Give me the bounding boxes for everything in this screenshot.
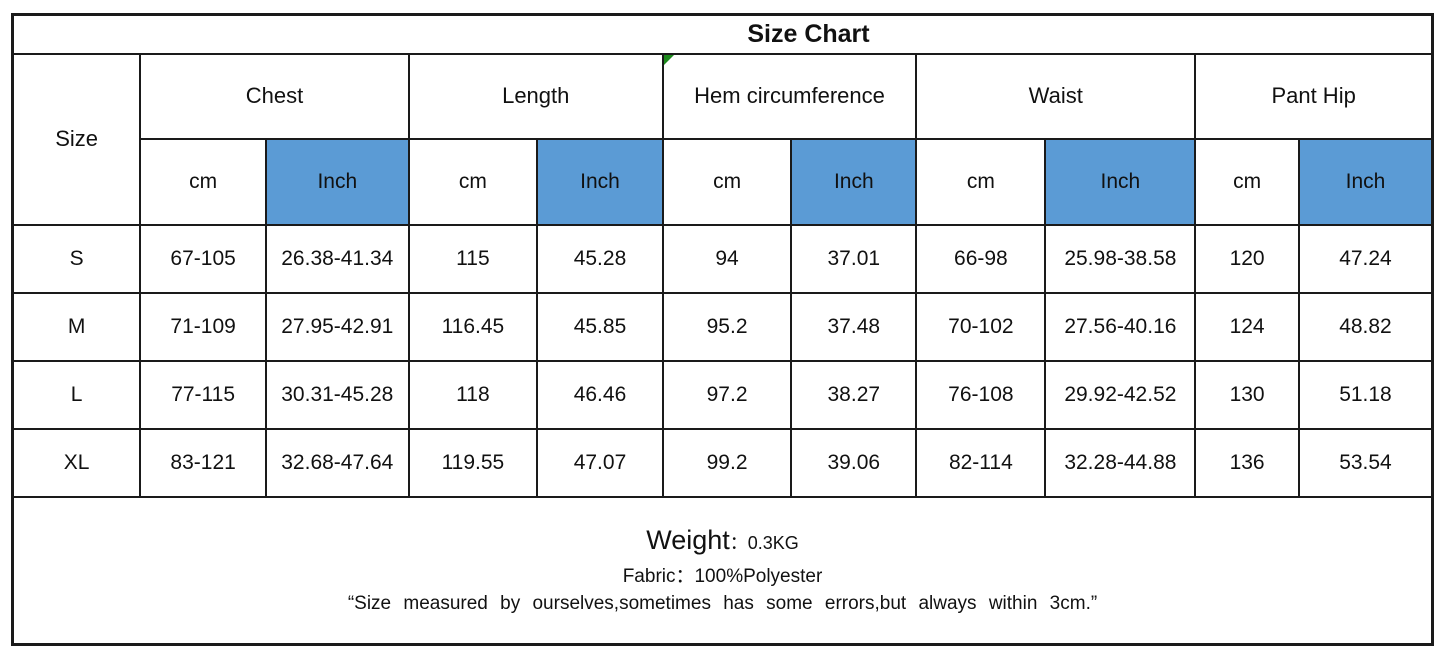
cell-pant-hip-inch: 53.54 — [1297, 427, 1434, 498]
cell-length-inch: 47.07 — [536, 427, 664, 498]
cell-waist-inch: 29.92-42.52 — [1044, 359, 1197, 430]
table-row-xl: XL 83-121 32.68-47.64 119.55 47.07 99.2 … — [11, 427, 1434, 498]
cell-waist-cm: 76-108 — [915, 359, 1047, 430]
cell-length-cm: 115 — [407, 223, 539, 294]
header-unit-row: cm Inch cm Inch cm Inch cm Inch cm Inch — [13, 137, 1434, 226]
column-header-pant-hip: Pant Hip — [1194, 52, 1434, 140]
footer-row: Weight：0.3KG Fabric：100%Polyester “Size … — [11, 495, 1434, 646]
cell-waist-inch: 27.56-40.16 — [1044, 291, 1197, 362]
unit-header-pant-hip-cm: cm — [1194, 137, 1300, 226]
cell-waist-cm: 82-114 — [915, 427, 1047, 498]
cell-length-cm: 119.55 — [407, 427, 539, 498]
cell-hem-cm: 95.2 — [661, 291, 793, 362]
page-title: Size Chart — [11, 13, 1434, 55]
cell-chest-inch: 27.95-42.91 — [264, 291, 410, 362]
cell-waist-inch: 32.28-44.88 — [1044, 427, 1197, 498]
unit-header-pant-hip-inch: Inch — [1297, 137, 1434, 226]
column-header-waist: Waist — [915, 52, 1197, 140]
weight-label: Weight — [646, 525, 730, 556]
weight-value: ：0.3KG — [729, 533, 799, 554]
size-label: M — [11, 291, 142, 362]
cell-pant-hip-cm: 136 — [1194, 427, 1300, 498]
cell-chest-cm: 71-109 — [139, 291, 267, 362]
cell-chest-cm: 77-115 — [139, 359, 267, 430]
cell-chest-inch: 26.38-41.34 — [264, 223, 410, 294]
weight-line: Weight：0.3KG — [646, 525, 799, 556]
cell-length-inch: 45.28 — [536, 223, 664, 294]
cell-pant-hip-inch: 47.24 — [1297, 223, 1434, 294]
title-row: Size Chart — [11, 13, 1434, 55]
cell-pant-hip-cm: 124 — [1194, 291, 1300, 362]
column-header-hem-label: Hem circumference — [694, 83, 885, 108]
cell-hem-cm: 99.2 — [661, 427, 793, 498]
size-label: XL — [11, 427, 142, 498]
column-header-size: Size — [11, 52, 142, 226]
unit-header-chest-cm: cm — [139, 137, 267, 226]
cell-length-inch: 45.85 — [536, 291, 664, 362]
cell-length-cm: 118 — [407, 359, 539, 430]
cell-hem-cm: 97.2 — [661, 359, 793, 430]
cell-chest-cm: 67-105 — [139, 223, 267, 294]
unit-header-waist-inch: Inch — [1044, 137, 1197, 226]
cell-pant-hip-inch: 51.18 — [1297, 359, 1434, 430]
cell-waist-cm: 66-98 — [915, 223, 1047, 294]
cell-length-cm: 116.45 — [407, 291, 539, 362]
cell-hem-inch: 39.06 — [790, 427, 918, 498]
size-label: L — [11, 359, 142, 430]
footer-cell: Weight：0.3KG Fabric：100%Polyester “Size … — [11, 495, 1434, 646]
column-header-hem-circumference: Hem circumference — [661, 52, 918, 140]
unit-header-hem-cm: cm — [661, 137, 793, 226]
measurement-note: “Size measured by ourselves,sometimes ha… — [347, 593, 1098, 615]
column-header-chest: Chest — [139, 52, 410, 140]
table-row-s: S 67-105 26.38-41.34 115 45.28 94 37.01 … — [11, 223, 1434, 294]
size-label: S — [11, 223, 142, 294]
header-group-row: Size Chest Length Hem circumference Wais… — [11, 52, 1434, 226]
cell-waist-inch: 25.98-38.58 — [1044, 223, 1197, 294]
unit-header-length-cm: cm — [407, 137, 539, 226]
cell-pant-hip-cm: 120 — [1194, 223, 1300, 294]
fabric-line: Fabric：100%Polyester — [622, 566, 823, 588]
cell-hem-inch: 37.01 — [790, 223, 918, 294]
cell-hem-cm: 94 — [661, 223, 793, 294]
table-row-m: M 71-109 27.95-42.91 116.45 45.85 95.2 3… — [11, 291, 1434, 362]
cell-chest-inch: 32.68-47.64 — [264, 427, 410, 498]
column-header-length: Length — [407, 52, 664, 140]
unit-header-length-inch: Inch — [536, 137, 664, 226]
unit-header-chest-inch: Inch — [264, 137, 410, 226]
table-row-l: L 77-115 30.31-45.28 118 46.46 97.2 38.2… — [11, 359, 1434, 430]
cell-hem-inch: 38.27 — [790, 359, 918, 430]
unit-header-hem-inch: Inch — [790, 137, 918, 226]
cell-corner-marker — [664, 55, 674, 65]
cell-pant-hip-inch: 48.82 — [1297, 291, 1434, 362]
size-chart-table: Size Chart Size Chest Length Hem circumf… — [11, 13, 1434, 646]
cell-chest-cm: 83-121 — [139, 427, 267, 498]
footer-notes: Weight：0.3KG Fabric：100%Polyester “Size … — [15, 499, 1431, 643]
cell-chest-inch: 30.31-45.28 — [264, 359, 410, 430]
unit-header-waist-cm: cm — [915, 137, 1047, 226]
cell-pant-hip-cm: 130 — [1194, 359, 1300, 430]
cell-hem-inch: 37.48 — [790, 291, 918, 362]
cell-waist-cm: 70-102 — [915, 291, 1047, 362]
cell-length-inch: 46.46 — [536, 359, 664, 430]
